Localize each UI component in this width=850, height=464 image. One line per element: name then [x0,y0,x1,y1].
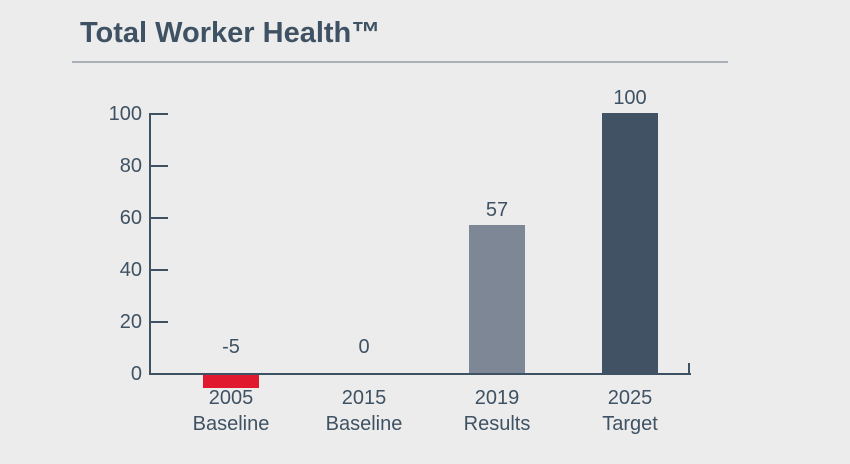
category-label: 2025 Target [560,385,700,437]
bar [602,113,658,373]
category-label: 2019 Results [427,385,567,437]
title-divider [72,61,728,63]
y-tick-label: 0 [130,363,142,385]
bar-value-label: -5 [222,336,240,358]
category-label-line: 2005 [208,387,254,409]
y-tick [151,269,168,271]
bar [469,224,525,373]
y-tick [151,217,168,219]
category-label-line: 2015 [341,387,387,409]
category-label-line: 2019 [474,387,520,409]
category-label-line: Baseline [192,413,270,435]
bar-value-label: 57 [485,198,509,221]
category-label: 2005 Baseline [161,385,301,437]
category-label-line: 2025 [607,387,653,409]
x-axis-end-tick [688,363,690,375]
bar-value-label: 0 [358,336,370,358]
y-tick [151,321,168,323]
y-tick-label: 100 [108,103,142,125]
y-tick-label: 40 [119,259,142,281]
y-axis-line [149,113,151,375]
y-tick [151,113,168,115]
y-tick-label: 80 [119,155,142,177]
category-label-line: Baseline [325,413,403,435]
y-tick [151,373,168,375]
category-label-line: Results [463,413,531,435]
category-label: 2015 Baseline [294,385,434,437]
y-tick-label: 20 [119,311,142,333]
x-axis-line [149,373,691,375]
y-tick-label: 60 [119,207,142,229]
category-label-line: Target [602,413,658,435]
bar-value-label: 100 [613,87,647,109]
bar [203,375,259,388]
y-tick [151,165,168,167]
chart-title: Total Worker Health™ [80,17,381,49]
